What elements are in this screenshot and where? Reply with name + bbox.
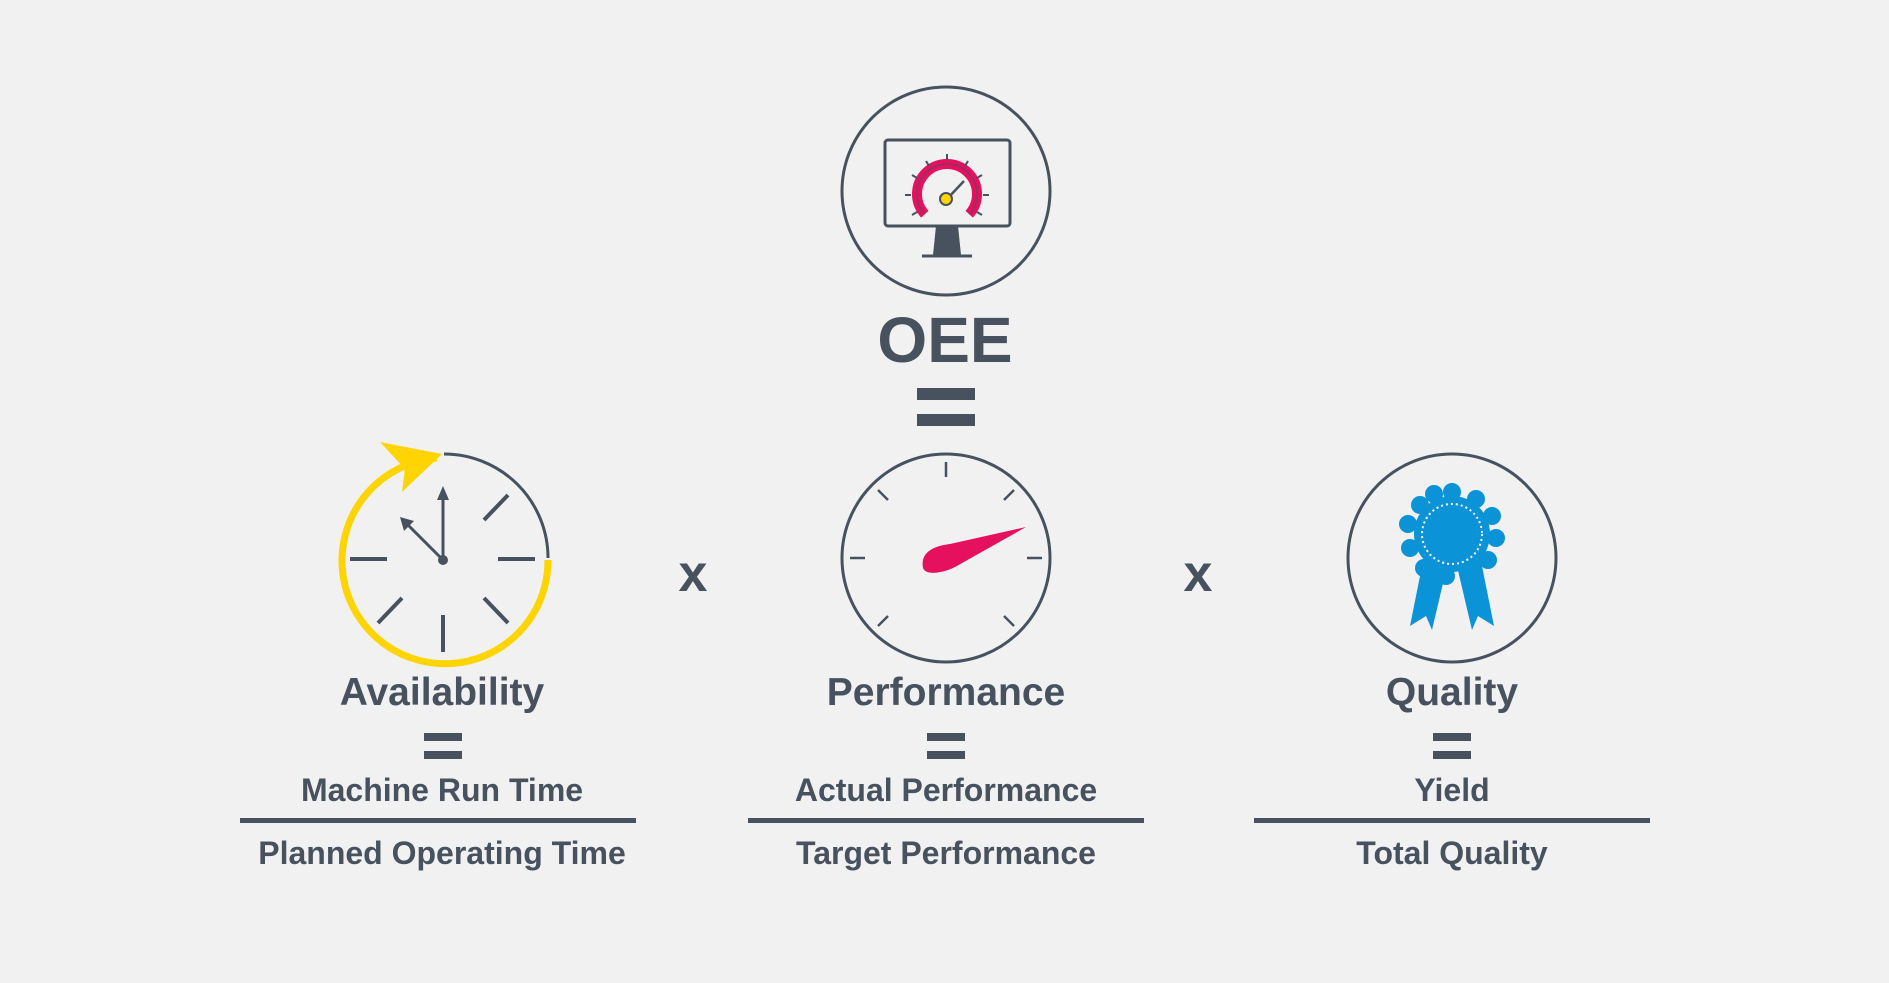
availability-fraction-line [240, 818, 636, 823]
availability-denominator: Planned Operating Time [258, 835, 626, 871]
monitor-gauge-icon [840, 85, 1052, 297]
speedometer-icon [840, 452, 1052, 664]
oee-title: OEE [877, 304, 1013, 376]
clock-icon [338, 442, 552, 668]
multiply-operator: x [1183, 545, 1213, 603]
factor-title-quality: Quality [1385, 671, 1519, 714]
performance-numerator: Actual Performance [794, 772, 1098, 808]
quality-fraction-line [1254, 818, 1650, 823]
quality-numerator: Yield [1414, 772, 1490, 808]
ribbon-award-icon [1346, 452, 1558, 664]
performance-denominator: Target Performance [796, 835, 1096, 871]
factor-title-availability: Availability [339, 671, 545, 714]
quality-denominator: Total Quality [1356, 835, 1548, 871]
factor-title-performance: Performance [826, 671, 1066, 714]
availability-numerator: Machine Run Time [300, 772, 584, 808]
multiply-operator: x [678, 545, 708, 603]
performance-fraction-line [748, 818, 1144, 823]
